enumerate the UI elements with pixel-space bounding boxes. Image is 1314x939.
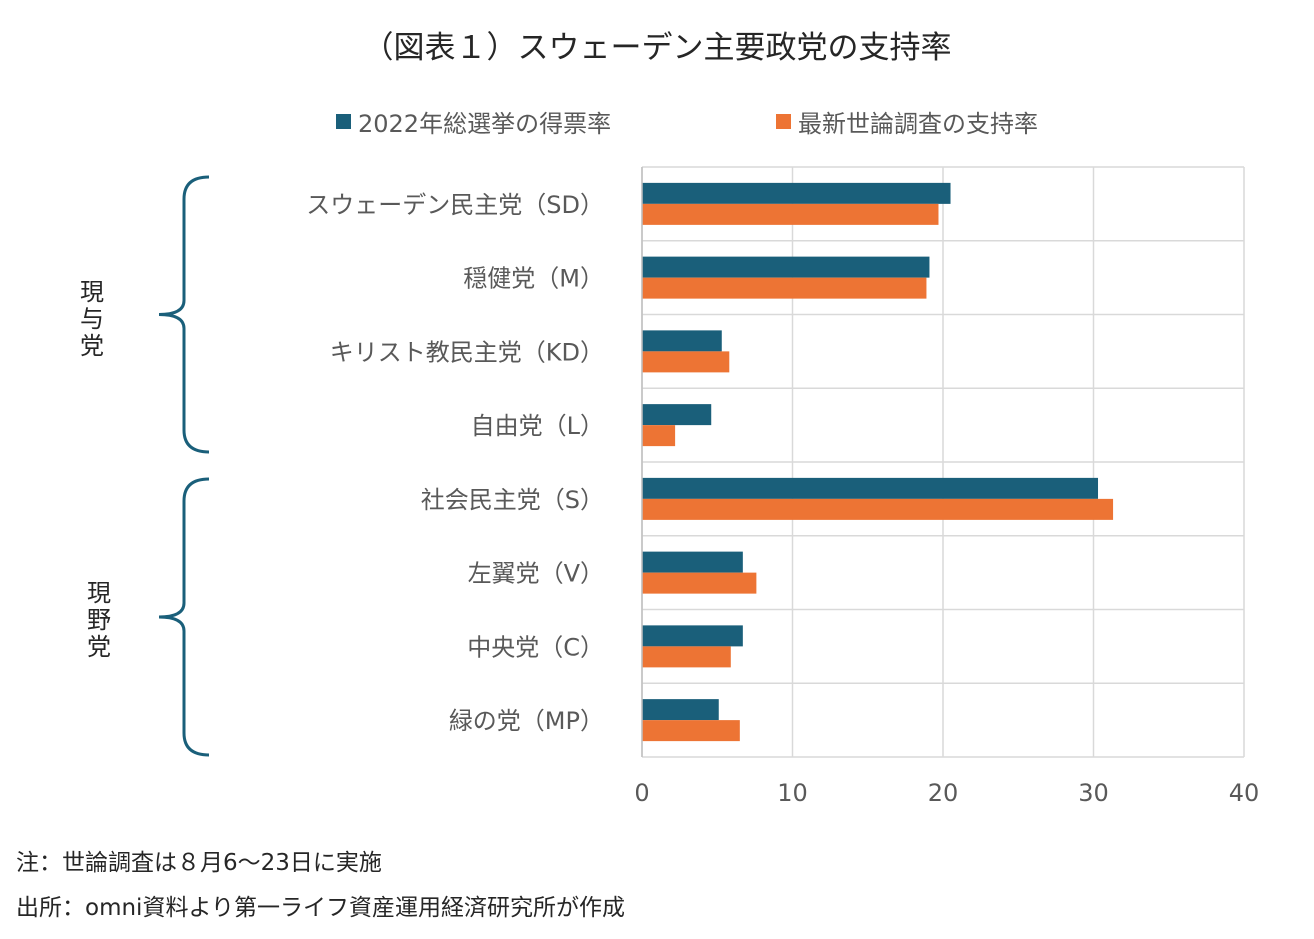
note-text: 注：世論調査は８月6～23日に実施 [16,850,382,876]
group-label-ruling-char: 与 [80,305,104,333]
category-label: 左翼党（V） [468,560,604,588]
bar-election [642,699,719,721]
chart-title: （図表１）スウェーデン主要政党の支持率 [362,30,952,66]
group-label-opposition-char: 党 [87,633,111,661]
bar-election [642,182,951,204]
legend: 2022年総選挙の得票率 最新世論調査の支持率 [0,104,1314,144]
category-label: 社会民主党（S） [421,486,604,514]
bar-poll [642,572,757,594]
brace-ruling [158,175,210,454]
source-text: 出所：omni資料より第一ライフ資産運用経済研究所が作成 [16,895,625,921]
bar-election [642,477,1099,499]
legend-swatch-election [336,114,351,129]
x-tick-label: 40 [1229,779,1260,807]
category-label: 自由党（L） [471,412,604,440]
bar-election [642,551,743,573]
bar-poll [642,351,730,373]
brace-opposition [158,477,210,757]
legend-swatch-poll [776,114,791,129]
x-tick-label: 30 [1078,779,1109,807]
bar-poll [642,203,939,225]
group-label-opposition-char: 野 [87,606,111,634]
category-label: 穏健党（M） [463,265,604,293]
category-label: スウェーデン民主党（SD） [306,191,604,219]
group-label-ruling-char: 党 [80,332,104,360]
bar-poll [642,277,927,299]
bar-election [642,330,722,352]
legend-label-election: 2022年総選挙の得票率 [358,110,612,138]
category-label: キリスト教民主党（KD） [330,338,604,366]
x-tick-label: 20 [928,779,959,807]
bar-election [642,256,930,278]
legend-item-poll: 最新世論調査の支持率 [776,104,1038,139]
group-label-ruling-char: 現 [80,278,104,306]
legend-item-election: 2022年総選挙の得票率 [336,104,611,139]
legend-label-poll: 最新世論調査の支持率 [798,110,1038,138]
bar-poll [642,498,1114,520]
group-label-opposition-char: 現 [87,579,111,607]
bar-poll [642,425,676,447]
bar-election [642,404,712,426]
bar-poll [642,646,731,668]
category-label: 中央党（C） [467,633,604,661]
group-label-opposition: 現 野 党 [84,580,114,661]
bar-election [642,625,743,647]
x-tick-label: 10 [777,779,808,807]
category-label: 緑の党（MP） [449,707,604,735]
bar-poll [642,720,740,742]
x-tick-label: 0 [634,779,649,807]
group-label-ruling: 現 与 党 [77,279,107,360]
